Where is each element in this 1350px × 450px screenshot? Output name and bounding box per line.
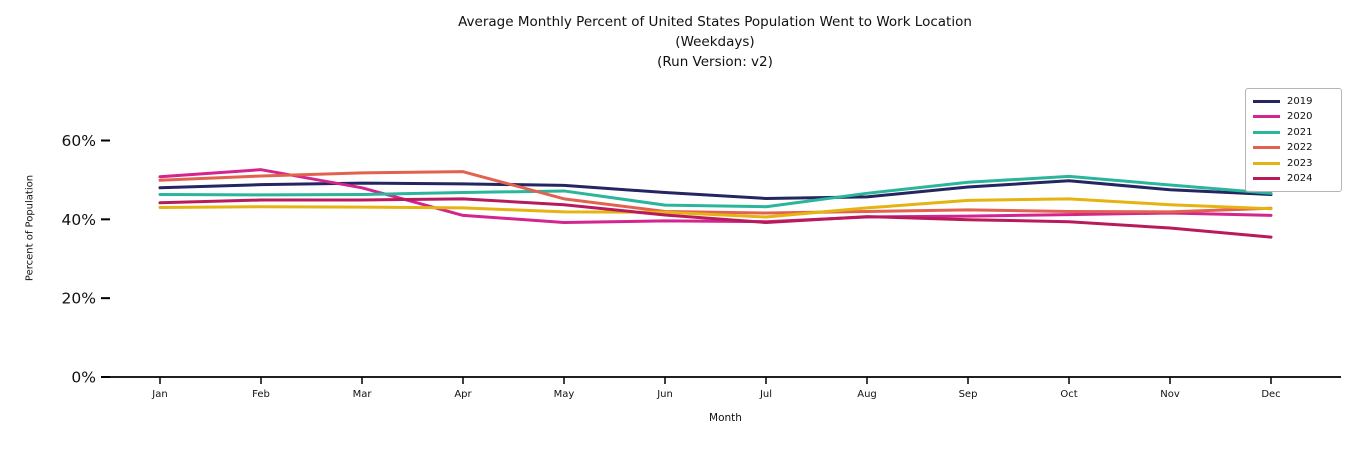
x-tick-label: Mar [353, 389, 373, 400]
legend-label: 2022 [1287, 142, 1313, 154]
x-tick-label: Nov [1160, 389, 1180, 400]
legend-swatch-2023 [1253, 161, 1280, 165]
chart-title: Average Monthly Percent of United States… [458, 14, 972, 30]
legend-label: 2020 [1287, 111, 1313, 123]
chart-subtitle-run-version: (Run Version: v2) [657, 54, 773, 70]
series-line-2022 [158, 170, 1273, 215]
y-axis-label: Percent of Population [24, 174, 36, 282]
legend-swatch-2019 [1253, 100, 1280, 103]
x-tick-label: Jan [151, 389, 167, 400]
x-tick-label: Feb [252, 389, 270, 400]
legend-entry-2019: 2019 [1253, 94, 1334, 109]
series-line-2021 [158, 174, 1273, 209]
x-tick-label: Sep [959, 389, 978, 400]
legend-label: 2024 [1287, 172, 1313, 184]
x-tick-label: Dec [1261, 389, 1280, 400]
legend-swatch-2022 [1253, 146, 1280, 150]
legend-entry-2020: 2020 [1253, 109, 1334, 124]
chart-title-block: Average Monthly Percent of United States… [100, 12, 1330, 72]
legend-entry-2024: 2024 [1253, 171, 1334, 186]
chart-subtitle-weekdays: (Weekdays) [675, 34, 755, 50]
series-line-2020 [158, 168, 1273, 224]
legend-label: 2019 [1287, 96, 1313, 107]
x-tick-label: Apr [454, 389, 472, 400]
series-line-2023 [158, 197, 1273, 219]
y-tick-label: 40% [62, 211, 96, 229]
y-tick-label: 20% [62, 290, 96, 308]
legend-label: 2021 [1287, 126, 1313, 138]
legend-entry-2021: 2021 [1253, 125, 1334, 140]
x-tick-label: Jul [759, 389, 772, 400]
legend-label: 2023 [1287, 157, 1313, 169]
x-axis-label: Month [709, 412, 742, 424]
legend-swatch-2024 [1253, 176, 1280, 180]
legend-swatch-2021 [1253, 130, 1280, 134]
y-tick-label: 0% [71, 369, 96, 387]
x-tick-label: Oct [1060, 389, 1077, 400]
legend-swatch-2020 [1253, 115, 1280, 119]
y-tick-label: 60% [62, 132, 96, 150]
legend-entry-2022: 2022 [1253, 140, 1334, 155]
legend-entry-2023: 2023 [1253, 156, 1334, 171]
legend: 2019 2020 2021 2022 2023 2024 [1245, 88, 1342, 192]
x-tick-label: Jun [656, 389, 673, 400]
x-tick-label: May [554, 389, 575, 400]
series-line-2024 [158, 197, 1273, 239]
x-tick-label: Aug [857, 389, 877, 400]
